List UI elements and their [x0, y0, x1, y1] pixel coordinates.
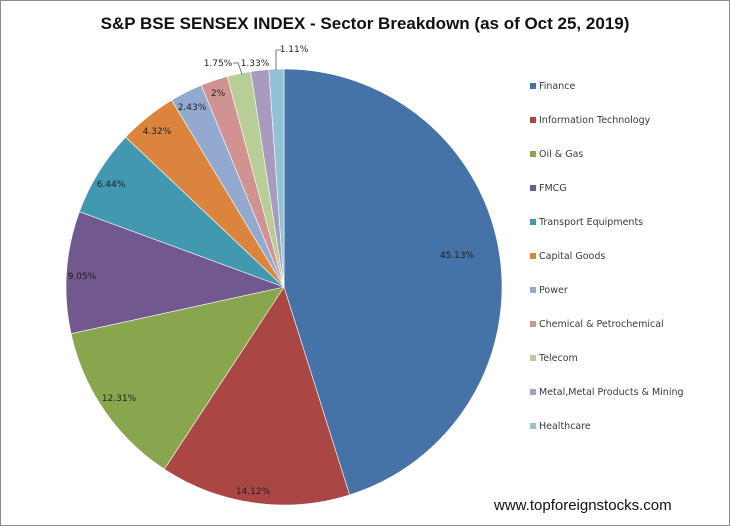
- data-label-fmcg: 9.05%: [68, 272, 97, 282]
- legend-swatch-icon: [530, 321, 536, 327]
- legend-swatch-icon: [530, 253, 536, 259]
- data-label-power: 2.43%: [178, 103, 207, 113]
- pie-slice-finance: [283, 68, 503, 496]
- data-label-finance: 45.13%: [440, 251, 475, 261]
- legend-item-transport-equipments: Transport Equipments: [530, 215, 643, 229]
- legend-swatch-icon: [530, 355, 536, 361]
- data-label-transport-equipments: 6.44%: [97, 180, 126, 190]
- legend-swatch-icon: [530, 219, 536, 225]
- legend-label: Information Technology: [539, 114, 651, 126]
- legend-swatch-icon: [530, 287, 536, 293]
- legend-label: Finance: [539, 80, 576, 92]
- legend-label: Metal,Metal Products & Mining: [539, 386, 684, 398]
- legend-item-power: Power: [530, 283, 568, 297]
- legend-swatch-icon: [530, 185, 536, 191]
- legend-label: Telecom: [539, 352, 578, 364]
- legend-swatch-icon: [530, 423, 536, 429]
- pie-slice-oil-gas: [70, 286, 285, 470]
- watermark-url: www.topforeignstocks.com: [494, 497, 672, 514]
- leader-line-healthcare: [275, 49, 281, 70]
- legend-label: Oil & Gas: [539, 148, 584, 160]
- data-label-healthcare: 1.11%: [280, 45, 309, 55]
- data-label-information-technology: 14.12%: [236, 487, 271, 497]
- data-label-telecom: 1.75%: [204, 59, 233, 69]
- data-label-capital-goods: 4.32%: [143, 127, 172, 137]
- legend-label: Chemical & Petrochemical: [539, 318, 664, 330]
- legend-swatch-icon: [530, 83, 536, 89]
- legend-label: Capital Goods: [539, 250, 606, 262]
- legend-swatch-icon: [530, 117, 536, 123]
- legend-item-chemical-petrochemical: Chemical & Petrochemical: [530, 317, 664, 331]
- legend-swatch-icon: [530, 389, 536, 395]
- pie-slice-fmcg: [65, 211, 286, 335]
- legend-label: Power: [539, 284, 568, 296]
- legend-item-finance: Finance: [530, 79, 575, 93]
- data-label-chemical-petrochemical: 2%: [211, 89, 226, 99]
- legend-label: FMCG: [539, 182, 567, 194]
- legend-label: Healthcare: [539, 420, 591, 432]
- legend-item-healthcare: Healthcare: [530, 419, 591, 433]
- legend-swatch-icon: [530, 151, 536, 157]
- pie-slice-information-technology: [163, 286, 350, 506]
- legend-item-oil-gas: Oil & Gas: [530, 147, 583, 161]
- leader-line-telecom: [233, 62, 243, 75]
- data-label-metal-metal-products-mining: 1.33%: [241, 59, 270, 69]
- pie-slice-healthcare: [268, 68, 285, 288]
- chart-title: S&P BSE SENSEX INDEX - Sector Breakdown …: [100, 14, 630, 33]
- legend-item-information-technology: Information Technology: [530, 113, 650, 127]
- legend-item-telecom: Telecom: [530, 351, 578, 365]
- legend-label: Transport Equipments: [539, 216, 644, 228]
- data-label-oil-gas: 12.31%: [102, 394, 137, 404]
- legend-item-fmcg: FMCG: [530, 181, 567, 195]
- legend-item-capital-goods: Capital Goods: [530, 249, 605, 263]
- legend-item-metal-metal-products-mining: Metal,Metal Products & Mining: [530, 385, 684, 399]
